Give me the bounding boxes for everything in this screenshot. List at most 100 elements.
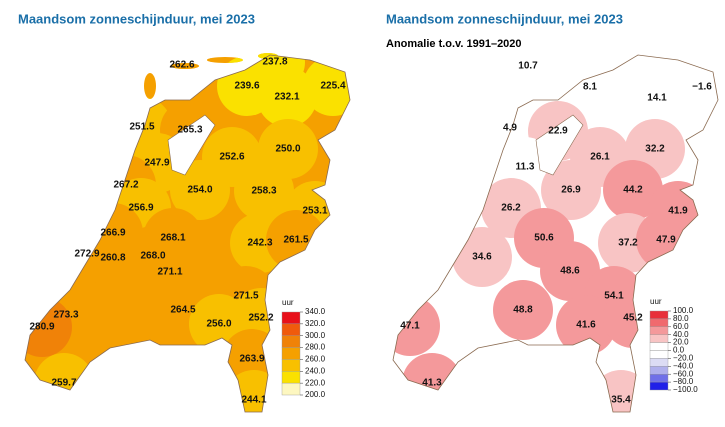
legend-swatch <box>649 350 669 359</box>
region <box>556 295 616 355</box>
legend-swatch <box>649 310 669 320</box>
value-label: 41.6 <box>576 320 596 331</box>
subtitle: Anomalie t.o.v. 1991–2020 <box>386 38 522 50</box>
legend-label: 280.0 <box>305 343 326 352</box>
legend-label: 340.0 <box>305 307 326 316</box>
value-label: 34.6 <box>472 252 492 263</box>
legend-label: −20.0 <box>673 354 694 363</box>
legend-swatch <box>649 374 669 383</box>
value-label: 48.8 <box>513 305 533 316</box>
value-label: 254.0 <box>187 185 212 196</box>
legend-label: 260.0 <box>305 355 326 364</box>
legend-unit: uur <box>282 298 294 307</box>
value-label: 272.9 <box>74 249 99 260</box>
legend-label: −40.0 <box>673 361 694 370</box>
legend-label: 320.0 <box>305 319 326 328</box>
value-label: 26.9 <box>561 185 581 196</box>
value-label: 47.9 <box>656 235 676 246</box>
value-label: 45.2 <box>623 313 643 324</box>
value-label: 262.6 <box>169 60 194 71</box>
legend-swatch <box>281 323 301 336</box>
title: Maandsom zonneschijnduur, mei 2023 <box>18 11 255 26</box>
value-label: 271.5 <box>233 291 258 302</box>
legend-label: −60.0 <box>673 369 694 378</box>
value-label: 256.9 <box>128 203 153 214</box>
value-label: 242.3 <box>247 238 272 249</box>
value-label: 232.1 <box>274 92 299 103</box>
value-label: 252.2 <box>248 313 273 324</box>
value-label: 266.9 <box>100 228 125 239</box>
legend-label: 60.0 <box>673 322 689 331</box>
legend-label: 300.0 <box>305 331 326 340</box>
value-label: 273.3 <box>53 310 78 321</box>
value-label: 44.2 <box>623 185 643 196</box>
legend-label: 80.0 <box>673 314 689 323</box>
lake <box>167 114 216 176</box>
region <box>493 280 553 340</box>
legend-swatch <box>281 335 301 348</box>
legend-label: 0.0 <box>673 346 685 355</box>
value-label: 14.1 <box>647 93 667 104</box>
map-left: 262.6 237.8 239.6 232.1 225.4 251.5 265.3 247.9… <box>24 53 351 413</box>
legend-label: 40.0 <box>673 330 689 339</box>
region <box>603 160 663 220</box>
legend-label: 220.0 <box>305 378 326 387</box>
legend-swatch <box>649 381 669 391</box>
legend-swatch <box>281 382 301 396</box>
value-label: 54.1 <box>604 291 624 302</box>
legend-label: −100.0 <box>673 385 698 394</box>
legend-swatch <box>649 334 669 343</box>
region <box>540 241 600 301</box>
value-label: 37.2 <box>618 238 638 249</box>
lake <box>535 114 584 176</box>
value-label: 11.3 <box>516 162 535 173</box>
region <box>627 68 687 128</box>
legend-label: 240.0 <box>305 366 326 375</box>
value-label: 268.1 <box>160 233 185 244</box>
value-label: 280.9 <box>29 322 54 333</box>
value-label: 8.1 <box>583 82 597 93</box>
region <box>234 161 294 221</box>
value-label: 252.6 <box>219 152 244 163</box>
value-label: 268.0 <box>140 251 165 262</box>
value-label: 22.9 <box>548 126 568 137</box>
value-label: 256.0 <box>206 319 231 330</box>
coast <box>24 54 351 413</box>
legend-swatch <box>649 318 669 327</box>
coast <box>392 54 719 413</box>
value-label: 264.5 <box>170 305 195 316</box>
map-right: 10.7 8.1 14.1 −1.6 4.9 22.9 26.1 32.2 11.3 26.9 44… <box>392 53 719 413</box>
value-label: 237.8 <box>262 57 287 68</box>
legend-label: 20.0 <box>673 338 689 347</box>
value-label: 258.3 <box>251 186 276 197</box>
value-label: 26.2 <box>501 203 521 214</box>
value-label: 259.7 <box>51 378 76 389</box>
value-label: 251.5 <box>129 122 154 133</box>
value-label: 26.1 <box>590 152 610 163</box>
value-label: 260.8 <box>100 253 125 264</box>
legend-swatch <box>281 311 301 325</box>
legend-unit: uur <box>650 297 662 306</box>
value-label: 225.4 <box>320 81 345 92</box>
legend-swatch <box>281 347 301 360</box>
legend-label: 200.0 <box>305 390 326 399</box>
value-label: 48.6 <box>560 266 580 277</box>
legend-label: −80.0 <box>673 377 694 386</box>
value-label: −1.6 <box>692 82 712 93</box>
title: Maandsom zonneschijnduur, mei 2023 <box>386 11 623 26</box>
value-label: 265.3 <box>177 125 202 136</box>
value-label: 271.1 <box>157 267 182 278</box>
legend-swatch <box>649 342 669 351</box>
value-label: 239.6 <box>234 81 259 92</box>
region <box>257 67 317 127</box>
legend-swatch <box>649 358 669 367</box>
value-label: 244.1 <box>241 395 266 406</box>
value-label: 253.1 <box>302 206 327 217</box>
value-label: 41.9 <box>668 206 688 217</box>
region <box>541 160 601 220</box>
value-label: 267.2 <box>113 180 138 191</box>
value-label: 35.4 <box>611 395 631 406</box>
value-label: 263.9 <box>239 354 264 365</box>
value-label: 41.3 <box>422 378 442 389</box>
value-label: 47.1 <box>400 321 420 332</box>
